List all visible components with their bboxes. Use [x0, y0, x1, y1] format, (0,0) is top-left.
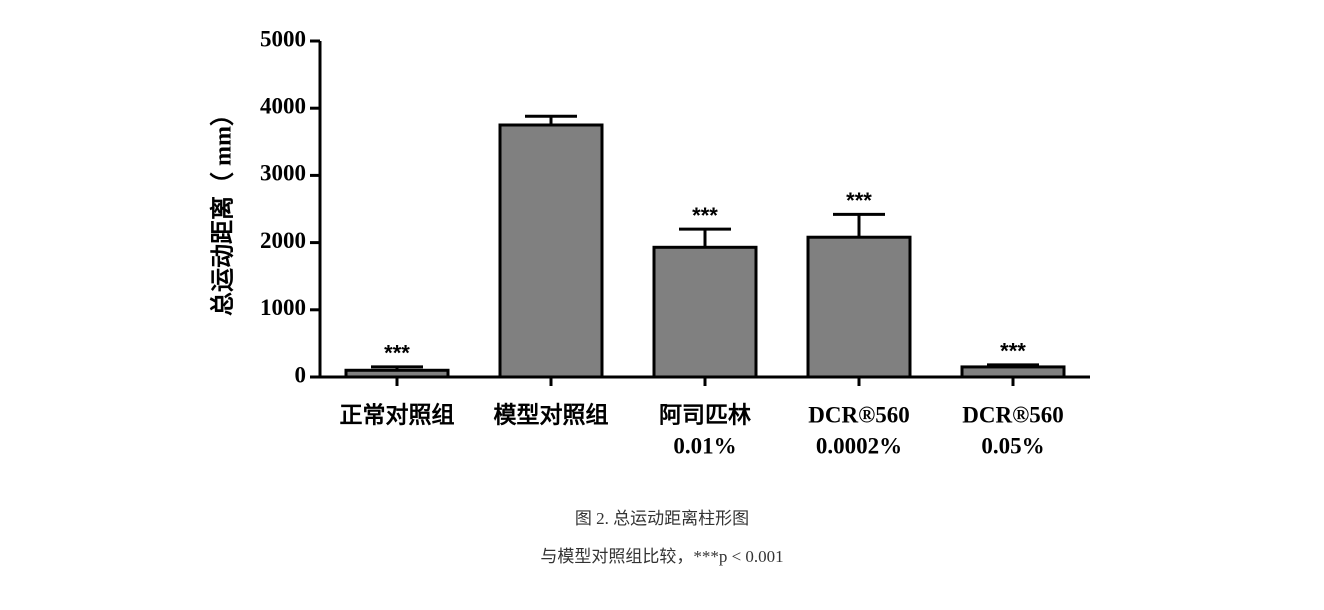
y-tick-label: 2000 — [260, 228, 306, 253]
x-tick-label: 0.05% — [981, 433, 1044, 458]
significance: *** — [846, 188, 872, 213]
significance: *** — [1000, 339, 1026, 364]
bar — [344, 368, 450, 379]
caption: 与模型对照组比较，***p < 0.001 — [540, 547, 783, 566]
x-tick-label: 模型对照组 — [494, 401, 609, 427]
x-tick-label: DCR®560 — [808, 402, 910, 427]
x-tick-label: 阿司匹林 — [659, 401, 751, 427]
y-tick-label: 3000 — [260, 161, 306, 186]
significance: *** — [692, 203, 718, 228]
y-tick-label: 0 — [295, 362, 307, 387]
y-axis-label: 总运动距离（ mm） — [209, 102, 237, 316]
x-tick-label: 0.0002% — [816, 433, 902, 458]
bar — [498, 123, 604, 379]
y-tick-label: 5000 — [260, 26, 306, 51]
y-tick-label: 4000 — [260, 93, 306, 118]
bar — [652, 245, 758, 379]
x-tick-label: DCR®560 — [962, 402, 1064, 427]
y-tick-label: 1000 — [260, 295, 306, 320]
caption: 图 2. 总运动距离柱形图 — [575, 509, 749, 528]
bar — [806, 235, 912, 379]
bar — [960, 365, 1066, 379]
significance: *** — [384, 341, 410, 366]
x-tick-label: 0.01% — [673, 433, 736, 458]
x-tick-label: 正常对照组 — [340, 401, 455, 427]
